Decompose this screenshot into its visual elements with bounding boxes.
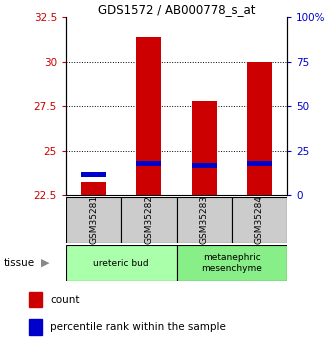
Bar [66,245,177,281]
Text: GSM35283: GSM35283 [200,195,209,245]
Text: tissue: tissue [3,258,34,268]
Bar [81,183,106,195]
Title: GDS1572 / AB000778_s_at: GDS1572 / AB000778_s_at [98,3,255,16]
Text: ▶: ▶ [41,258,50,268]
Bar [177,245,287,281]
Bar [192,163,216,168]
Text: GSM35282: GSM35282 [145,195,153,245]
Bar [177,197,232,243]
Bar [81,172,106,177]
Bar [29,292,42,307]
Text: GSM35281: GSM35281 [89,195,98,245]
Bar [232,197,287,243]
Text: GSM35284: GSM35284 [255,195,264,245]
Text: ureteric bud: ureteric bud [93,258,149,268]
Bar [137,37,161,195]
Bar [66,197,121,243]
Text: count: count [50,295,80,305]
Bar [29,319,42,335]
Bar [247,161,272,167]
Bar [247,62,272,195]
Text: percentile rank within the sample: percentile rank within the sample [50,322,226,332]
Text: metanephric
mesenchyme: metanephric mesenchyme [201,253,262,273]
Bar [192,101,216,195]
Bar [137,161,161,167]
Bar [121,197,177,243]
